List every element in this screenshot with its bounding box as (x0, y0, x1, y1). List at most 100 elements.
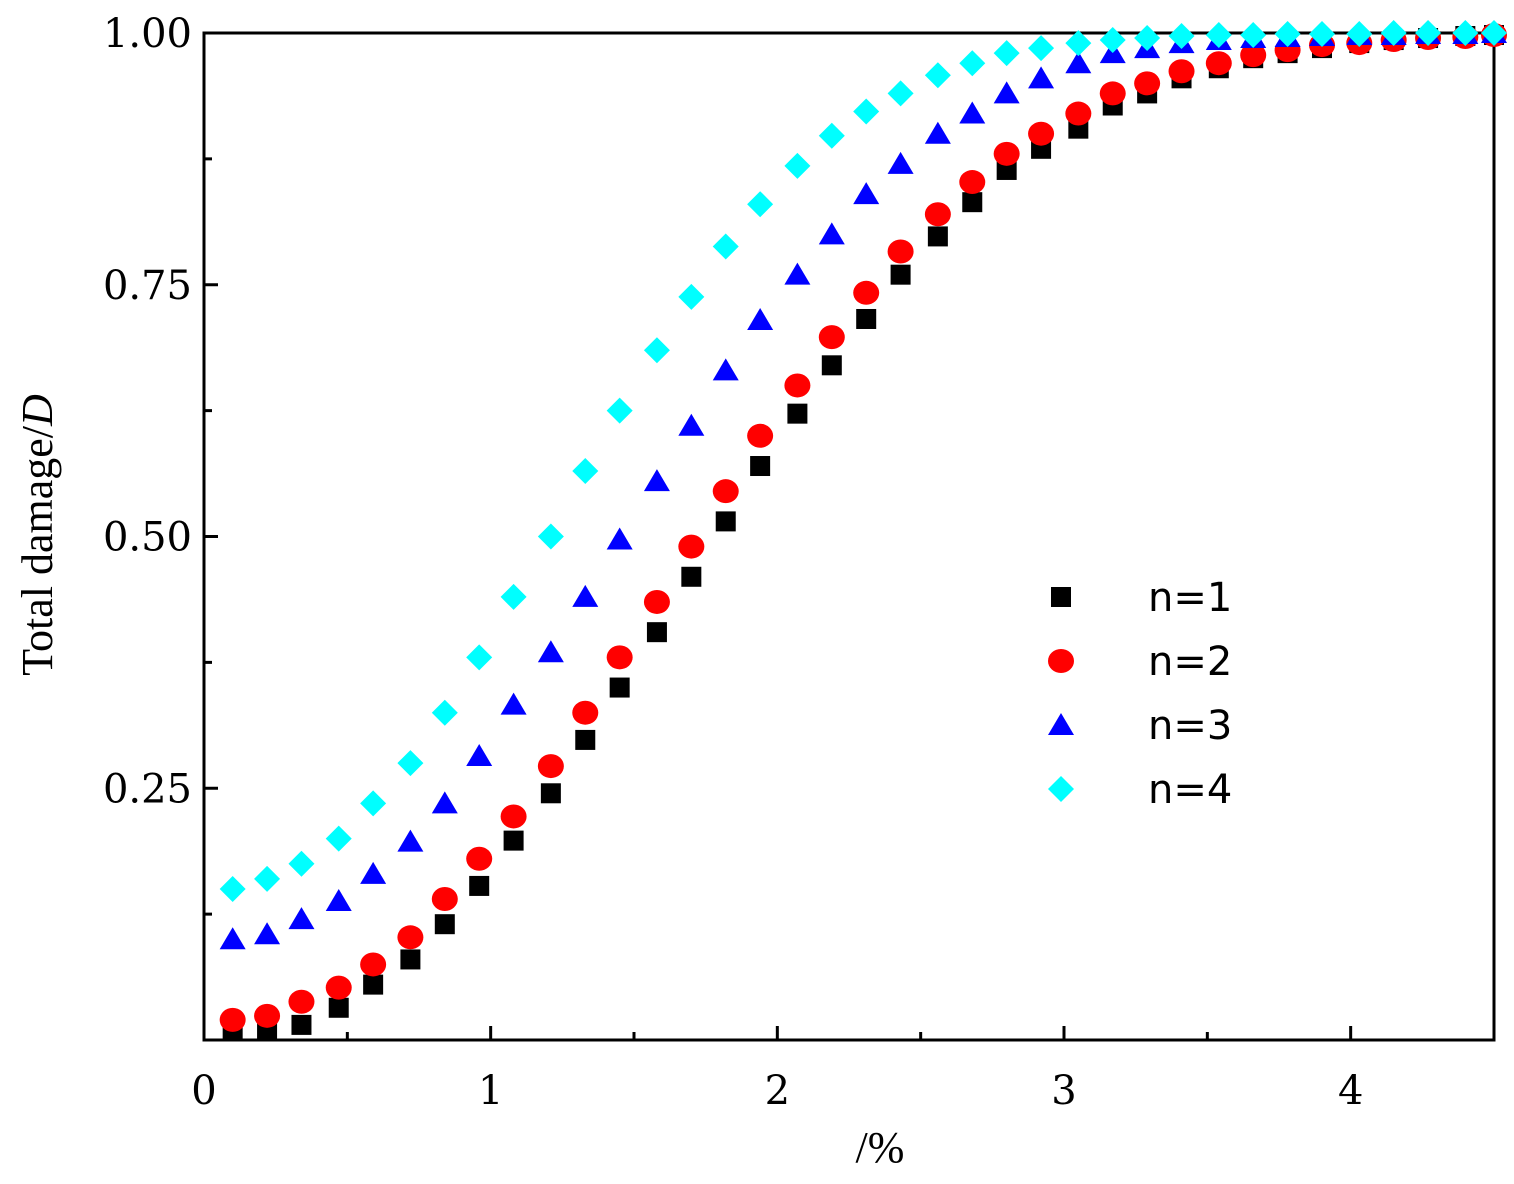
data-point (1099, 27, 1126, 54)
data-point (715, 511, 736, 532)
data-point (1309, 21, 1335, 48)
data-point (606, 527, 633, 550)
data-point (856, 308, 877, 329)
data-point (1346, 21, 1373, 48)
data-point (397, 925, 424, 950)
legend: n=1 n=2 n=3 n=4 (1048, 575, 1232, 813)
data-point (575, 729, 596, 750)
data-point (434, 914, 455, 935)
x-tick-label: 1 (478, 1068, 503, 1114)
data-point (325, 975, 352, 1000)
y-axis: 0.25 0.50 0.75 1.00 (103, 11, 218, 916)
data-point (678, 413, 705, 436)
x-axis: 0 1 2 3 4 (191, 1026, 1363, 1114)
legend-label: n=4 (1148, 767, 1232, 813)
data-point (431, 791, 458, 814)
legend-item: n=3 (1048, 703, 1232, 749)
data-point (821, 355, 842, 376)
y-tick-label: 0.50 (103, 515, 192, 561)
data-point (431, 887, 458, 912)
data-point (890, 264, 911, 285)
y-tick-label: 0.25 (103, 766, 192, 812)
data-point (325, 825, 352, 852)
data-point (431, 699, 458, 726)
y-axis-title: Total damage/D (13, 394, 62, 676)
data-point (959, 101, 986, 124)
data-point (503, 830, 524, 851)
data-point (993, 141, 1020, 166)
data-point (787, 403, 808, 424)
data-point (360, 861, 387, 884)
data-point (1065, 51, 1092, 74)
data-point (1065, 101, 1092, 126)
y-tick-label: 0.75 (103, 263, 192, 309)
data-point (818, 222, 845, 245)
data-point (609, 677, 630, 698)
data-point (962, 192, 983, 213)
data-point (466, 744, 493, 767)
data-point (927, 226, 948, 247)
data-point (993, 40, 1020, 67)
data-point (784, 262, 811, 285)
data-point (606, 645, 633, 670)
data-point (1240, 43, 1267, 68)
data-point (397, 829, 424, 852)
data-point (818, 122, 845, 149)
data-point (219, 927, 246, 950)
series-4 (219, 20, 1507, 902)
legend-label: n=2 (1148, 639, 1232, 685)
data-point (540, 783, 561, 804)
data-point (712, 479, 739, 504)
data-point (712, 233, 739, 260)
data-point (853, 280, 880, 305)
data-point (254, 922, 281, 945)
data-point (924, 202, 951, 227)
data-point (363, 974, 384, 995)
data-point (747, 191, 774, 218)
data-point (887, 80, 914, 107)
data-point (1205, 22, 1232, 49)
data-point (254, 865, 281, 892)
data-point (853, 182, 880, 205)
plot-frame (202, 31, 1496, 1042)
data-point (537, 754, 564, 779)
series-layer (219, 20, 1507, 1040)
data-point (924, 121, 951, 144)
data-point (469, 875, 490, 896)
data-point (572, 700, 599, 725)
y-axis-title-text: Total damage/ (13, 425, 62, 676)
data-point (219, 875, 246, 902)
data-point (784, 373, 811, 398)
data-point (1380, 20, 1407, 46)
plot-border (202, 31, 1496, 1042)
data-point (1452, 20, 1479, 46)
data-point (750, 456, 771, 477)
data-point (537, 640, 564, 663)
data-point (747, 307, 774, 330)
data-point (360, 790, 387, 817)
data-point (1028, 66, 1055, 89)
legend-marker (1048, 713, 1074, 735)
data-point (500, 583, 527, 610)
series-1 (222, 25, 1504, 1040)
data-point (712, 358, 739, 381)
legend-label: n=3 (1148, 703, 1232, 749)
data-point (1065, 30, 1092, 57)
data-point (572, 458, 599, 485)
data-point (537, 523, 564, 550)
legend-label: n=1 (1148, 575, 1232, 621)
data-point (288, 850, 315, 877)
data-point (887, 239, 914, 264)
series-3 (219, 21, 1507, 950)
data-point (572, 584, 599, 607)
data-point (288, 907, 315, 930)
legend-item: n=4 (1048, 767, 1232, 813)
data-point (1028, 35, 1055, 62)
data-point (1134, 71, 1161, 96)
data-point (996, 159, 1017, 180)
y-tick-label: 1.00 (103, 11, 192, 57)
data-point (643, 469, 670, 492)
legend-marker (1048, 649, 1074, 673)
data-point (1099, 81, 1126, 106)
x-tick-label: 4 (1338, 1068, 1363, 1114)
